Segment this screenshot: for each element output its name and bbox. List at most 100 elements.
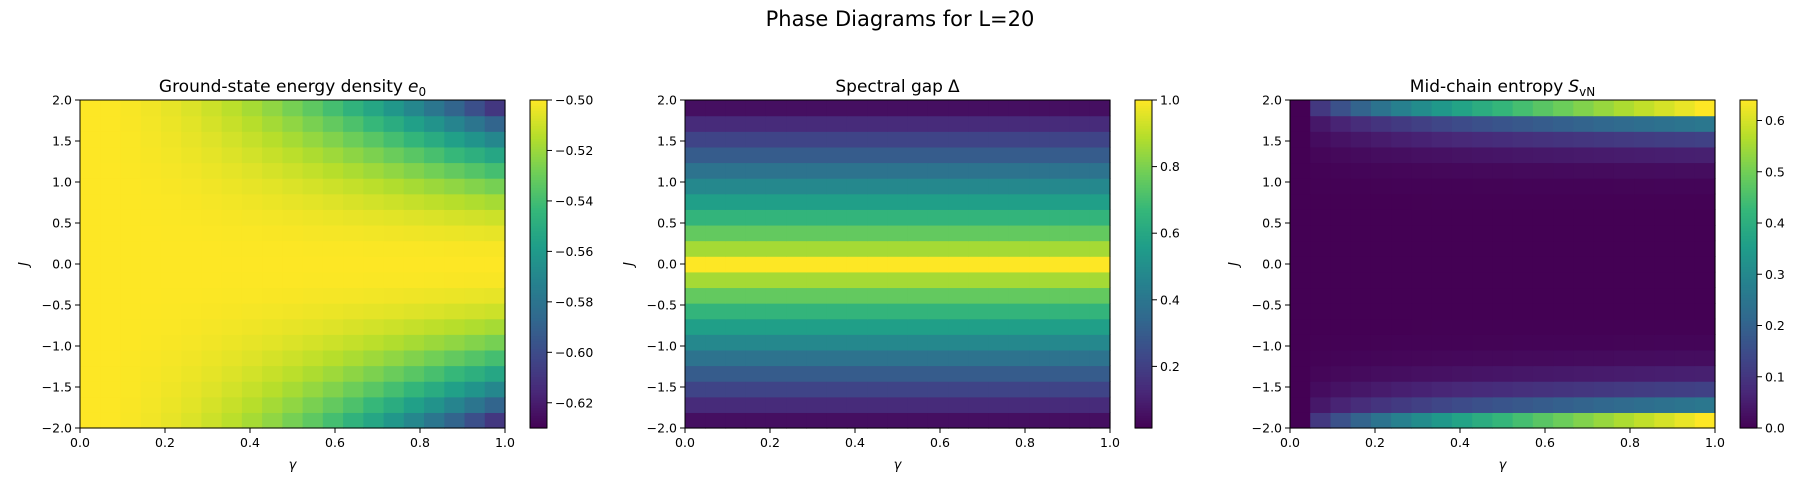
heatmap-cell xyxy=(1553,271,1574,289)
heatmap-cell xyxy=(786,178,808,195)
colorbar-segment xyxy=(1135,361,1152,365)
heatmap-cell xyxy=(1049,349,1071,367)
heatmap-cell xyxy=(1411,256,1433,273)
heatmap-cell xyxy=(948,349,969,367)
colorbar-segment xyxy=(530,335,547,339)
heatmap-cell xyxy=(1411,224,1433,242)
heatmap-cell xyxy=(221,412,243,429)
heatmap-cell xyxy=(241,334,263,351)
heatmap-cell xyxy=(1553,412,1574,429)
heatmap-cell xyxy=(1451,365,1473,382)
heatmap-cell xyxy=(765,209,787,226)
heatmap-cell xyxy=(1330,193,1352,210)
heatmap-cell xyxy=(705,115,727,132)
colorbar-segment xyxy=(1135,125,1152,129)
colorbar-segment xyxy=(530,261,547,265)
colorbar-segment xyxy=(1740,425,1757,429)
heatmap-cell xyxy=(867,349,888,367)
heatmap-cell xyxy=(806,178,828,195)
heatmap-cell xyxy=(1049,193,1071,210)
colorbar-segment xyxy=(1135,243,1152,247)
heatmap-cell xyxy=(484,100,506,117)
heatmap-cell xyxy=(1431,162,1453,179)
heatmap-cell xyxy=(1573,256,1595,273)
heatmap-cell xyxy=(1431,271,1453,289)
heatmap-cell xyxy=(846,334,868,351)
colorbar-segment xyxy=(1740,223,1757,227)
heatmap-cell xyxy=(1029,287,1050,304)
heatmap-cell xyxy=(484,318,506,335)
colorbar-segment xyxy=(1135,102,1152,106)
heatmap-cell xyxy=(1593,115,1615,132)
colorbar-segment xyxy=(530,110,547,114)
x-tick-label: 0.6 xyxy=(1535,435,1555,450)
y-tick-label: 0.5 xyxy=(657,216,677,231)
heatmap-cell xyxy=(181,146,203,164)
colorbar-segment xyxy=(1135,422,1152,427)
heatmap-cell xyxy=(1049,396,1071,413)
heatmap-cell xyxy=(1472,318,1493,335)
heatmap-cell xyxy=(181,115,203,132)
colorbar-segment xyxy=(1135,379,1152,383)
colorbar-tick-label: 0.0 xyxy=(1765,421,1785,436)
heatmap-cell xyxy=(1613,318,1635,335)
heatmap-cell xyxy=(282,209,304,226)
colorbar-segment xyxy=(1135,407,1152,411)
heatmap-cell xyxy=(181,240,203,257)
heatmap-cell xyxy=(887,193,909,210)
heatmap-cell xyxy=(1411,334,1433,351)
heatmap-cell xyxy=(322,396,344,413)
heatmap-cell xyxy=(282,271,304,289)
heatmap-cell xyxy=(765,240,787,257)
heatmap-cell xyxy=(1089,334,1111,351)
heatmap-cell xyxy=(1089,224,1111,242)
heatmap-cell xyxy=(765,100,787,117)
heatmap-cell xyxy=(1451,318,1473,335)
colorbar-tick-label: −0.62 xyxy=(555,395,593,410)
colorbar-segment xyxy=(1740,164,1757,168)
heatmap-cell xyxy=(302,224,324,242)
heatmap-cell xyxy=(705,193,727,210)
heatmap-cell xyxy=(927,271,949,289)
heatmap-cell xyxy=(100,287,122,304)
colorbar-segment xyxy=(530,356,547,360)
colorbar-segment xyxy=(1740,353,1757,357)
colorbar-segment xyxy=(1740,346,1757,350)
colorbar-segment xyxy=(530,376,547,380)
colorbar-segment xyxy=(530,235,547,239)
heatmap-cell xyxy=(464,349,486,367)
heatmap-cell xyxy=(140,209,162,226)
colorbar-segment xyxy=(530,422,547,427)
heatmap-cell xyxy=(1290,287,1311,304)
heatmap-cell xyxy=(383,318,405,335)
heatmap-cell xyxy=(1350,131,1372,148)
heatmap-cell xyxy=(140,162,162,179)
heatmap-cell xyxy=(887,209,909,226)
heatmap-cell xyxy=(424,146,445,164)
heatmap-cell xyxy=(907,271,929,289)
heatmap-cell xyxy=(1634,178,1655,195)
colorbar-segment xyxy=(1740,158,1757,163)
heatmap-cell xyxy=(120,178,142,195)
heatmap-cell xyxy=(1512,381,1534,398)
heatmap-cell xyxy=(907,193,929,210)
heatmap-cell xyxy=(1654,162,1676,179)
heatmap-cell xyxy=(1008,412,1030,429)
heatmap-cell xyxy=(948,412,969,429)
heatmap-cell xyxy=(80,193,101,210)
heatmap-cell xyxy=(948,178,969,195)
colorbar-segment xyxy=(1740,333,1757,337)
heatmap-cell xyxy=(383,240,405,257)
heatmap-cell xyxy=(1492,334,1514,351)
heatmap-cell xyxy=(282,318,304,335)
heatmap-cell xyxy=(80,349,101,367)
heatmap-cell xyxy=(100,271,122,289)
heatmap-cell xyxy=(725,412,747,429)
heatmap-cell xyxy=(484,271,506,289)
heatmap-cell xyxy=(948,334,969,351)
heatmap-cell xyxy=(100,256,122,273)
heatmap-cell xyxy=(1532,100,1554,117)
heatmap-cell xyxy=(948,162,969,179)
colorbar-segment xyxy=(530,256,547,260)
